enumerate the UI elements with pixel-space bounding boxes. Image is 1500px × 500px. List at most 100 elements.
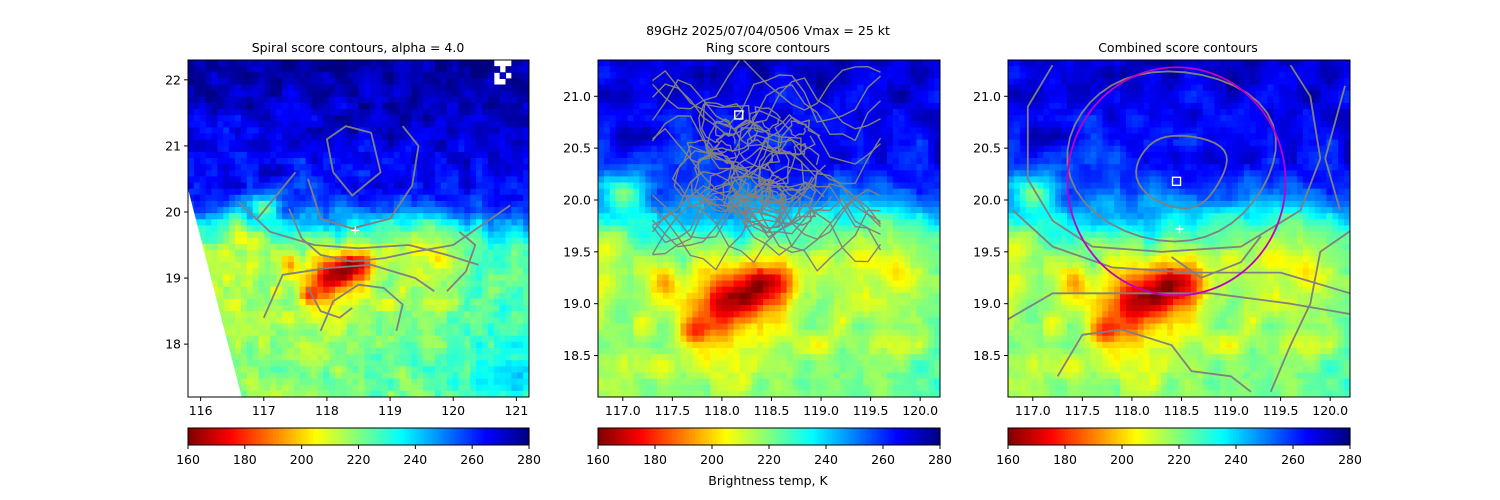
raster-cell <box>603 194 611 202</box>
raster-cell <box>786 213 794 220</box>
raster-cell <box>429 292 436 300</box>
raster-cell <box>334 66 342 73</box>
raster-cell <box>434 329 442 337</box>
raster-cell <box>511 231 518 239</box>
raster-cell <box>423 329 430 337</box>
raster-cell <box>881 188 888 196</box>
raster-cell <box>615 139 623 147</box>
raster-cell <box>370 231 377 239</box>
raster-cell <box>293 360 301 367</box>
raster-cell <box>910 151 918 159</box>
raster-cell <box>311 78 318 86</box>
raster-cell <box>382 292 389 300</box>
raster-cell <box>305 317 313 325</box>
raster-cell <box>692 96 699 104</box>
raster-cell <box>282 60 289 67</box>
raster-cell <box>833 133 841 141</box>
raster-cell <box>352 311 360 318</box>
raster-cell <box>246 72 254 79</box>
raster-cell <box>452 237 460 245</box>
raster-cell <box>246 158 254 165</box>
raster-cell <box>393 219 401 227</box>
raster-cell <box>217 170 224 178</box>
raster-cell <box>511 384 518 392</box>
raster-cell <box>323 115 330 122</box>
raster-cell <box>364 60 371 67</box>
raster-cell <box>352 102 360 110</box>
colorbar-segment <box>469 428 473 445</box>
raster-cell <box>299 231 307 239</box>
raster-cell <box>892 72 900 79</box>
raster-cell <box>780 90 788 98</box>
raster-cell <box>317 274 324 282</box>
raster-cell <box>458 323 465 331</box>
raster-cell <box>523 102 529 110</box>
raster-cell <box>458 219 465 227</box>
raster-cell <box>851 145 859 153</box>
raster-cell <box>423 256 430 263</box>
raster-cell <box>393 329 401 337</box>
raster-cell <box>405 317 413 325</box>
raster-cell <box>505 317 512 325</box>
raster-cell <box>493 188 501 196</box>
colorbar-segment <box>378 428 382 445</box>
raster-cell <box>235 66 242 73</box>
raster-cell <box>446 341 454 349</box>
raster-cell <box>223 200 230 208</box>
raster-cell <box>258 170 266 178</box>
raster-cell <box>886 78 894 86</box>
raster-cell <box>217 207 224 214</box>
raster-cell <box>505 127 512 135</box>
colorbar-tick-label: 160 <box>176 452 200 467</box>
raster-cell <box>387 182 395 190</box>
raster-cell <box>323 298 330 306</box>
raster-cell <box>423 139 430 147</box>
raster-cell <box>751 158 758 165</box>
raster-cell <box>440 378 448 386</box>
raster-cell <box>311 96 318 104</box>
raster-cell <box>511 323 518 331</box>
raster-cell <box>429 274 436 282</box>
panel-ring: Ring score contours 117.0 117.5 118.0 118.5… <box>563 40 952 467</box>
score-contour <box>326 125 382 197</box>
raster-cell <box>305 60 313 67</box>
raster-cell <box>476 182 483 190</box>
raster-cell <box>235 243 242 251</box>
raster-cell <box>352 164 360 171</box>
raster-cell <box>323 213 330 220</box>
raster-cell <box>458 72 465 79</box>
raster-cell <box>674 158 682 165</box>
raster-cell <box>464 78 471 86</box>
raster-cell <box>727 66 735 73</box>
raster-cell <box>423 158 430 165</box>
raster-cell <box>798 72 805 79</box>
raster-cell <box>429 188 436 196</box>
raster-cell <box>845 121 853 128</box>
raster-cell <box>417 115 424 122</box>
raster-cell <box>188 151 195 159</box>
colorbar-segment <box>338 428 343 445</box>
raster-cell <box>276 200 283 208</box>
raster-cell <box>211 219 218 227</box>
raster-cell <box>798 102 805 110</box>
raster-cell <box>698 145 705 153</box>
raster-cell <box>798 66 805 73</box>
raster-cell <box>487 274 495 282</box>
raster-cell <box>235 225 242 233</box>
raster-cell <box>235 341 242 349</box>
raster-cell <box>751 164 758 171</box>
raster-cell <box>928 164 935 171</box>
raster-cell <box>276 249 283 257</box>
raster-cell <box>886 84 894 92</box>
colorbar-segment <box>298 428 303 445</box>
raster-cell <box>376 96 383 104</box>
raster-cell <box>205 249 213 257</box>
raster-cell <box>199 66 207 73</box>
raster-cell <box>751 139 758 147</box>
raster-cell <box>615 164 623 171</box>
raster-cell <box>370 372 377 380</box>
raster-cell <box>352 317 360 325</box>
raster-cell <box>892 213 900 220</box>
raster-cell <box>293 219 301 227</box>
raster-cell <box>358 329 365 337</box>
